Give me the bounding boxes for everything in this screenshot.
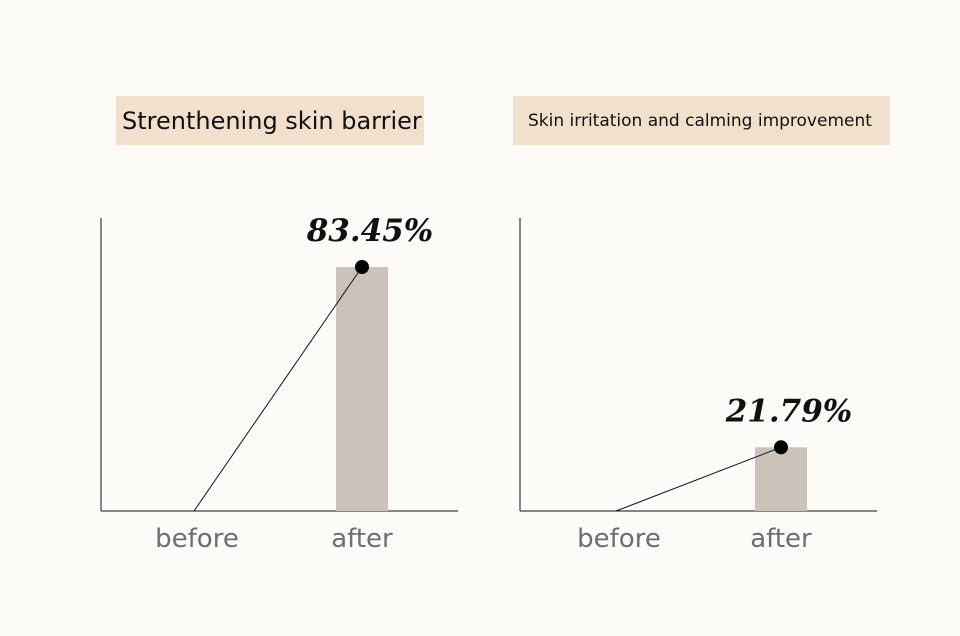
chart-title-skin-calming: Skin irritation and calming improvement [513,96,890,145]
trend-line-skin-calming [615,446,782,512]
bar-after-skin-barrier [336,267,388,511]
tick-label-before-skin-calming: before [577,524,661,554]
bar-after-skin-calming [755,447,807,511]
tick-label-before-skin-barrier: before [155,524,239,554]
tick-label-after-skin-calming: after [750,524,812,554]
data-point-after-skin-barrier [355,260,369,274]
trend-line-skin-barrier [193,266,363,512]
chart-title-skin-barrier: Strenthening skin barrier [116,96,424,145]
data-point-after-skin-calming [774,440,788,455]
tick-label-after-skin-barrier: after [331,524,393,554]
value-label-after-skin-calming: 21.79% [725,393,853,429]
value-label-after-skin-barrier: 83.45% [306,213,434,249]
